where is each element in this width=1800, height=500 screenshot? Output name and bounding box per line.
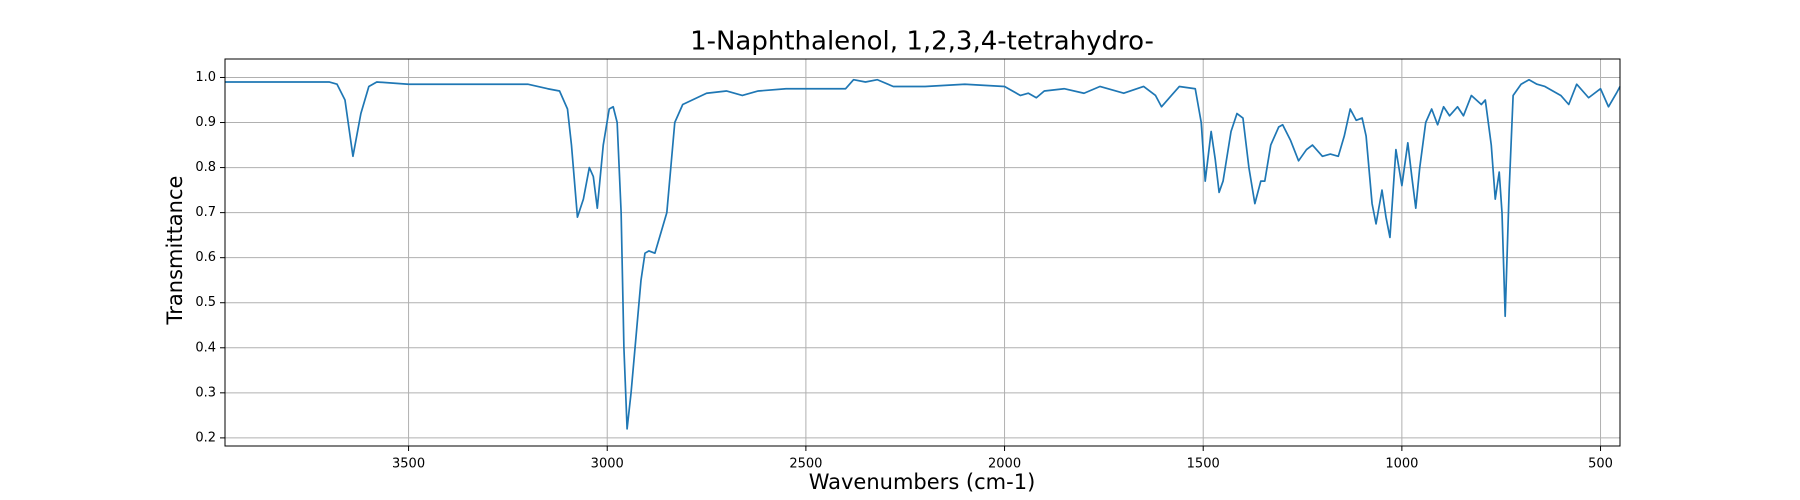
spectrum-line	[225, 78, 1621, 430]
y-tick-label: 0.8	[195, 160, 216, 175]
x-axis-label: Wavenumbers (cm-1)	[809, 470, 1036, 494]
x-tick-label: 3000	[591, 457, 624, 472]
y-tick-label: 0.5	[195, 295, 216, 310]
y-tick-label: 0.3	[195, 385, 216, 400]
x-tick-label: 2500	[789, 457, 822, 472]
x-tick-label: 500	[1588, 457, 1613, 472]
y-tick-label: 0.4	[195, 340, 216, 355]
x-tick-label: 2000	[988, 457, 1021, 472]
y-tick-label: 0.6	[195, 250, 216, 265]
x-tick-label: 3500	[392, 457, 425, 472]
x-tick-label: 1000	[1385, 457, 1418, 472]
plot-frame	[224, 58, 1621, 447]
y-tick-label: 0.7	[195, 205, 216, 220]
y-tick-label: 1.0	[195, 70, 216, 85]
chart-title: 1-Naphthalenol, 1,2,3,4-tetrahydro-	[690, 27, 1154, 57]
y-tick-label: 0.9	[195, 115, 216, 130]
y-tick-label: 0.2	[195, 430, 216, 445]
x-tick-label: 1500	[1187, 457, 1220, 472]
y-axis-label: Transmittance	[163, 176, 187, 326]
